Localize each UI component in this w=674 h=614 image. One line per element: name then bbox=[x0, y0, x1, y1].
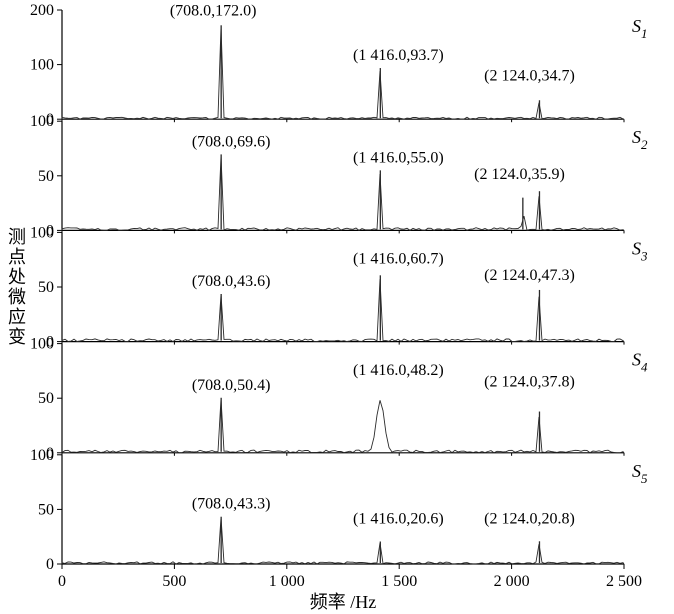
peak-label: (1 416.0,93.7) bbox=[353, 47, 444, 64]
xtick-label: 2 500 bbox=[606, 573, 642, 590]
panel-label: S5 bbox=[632, 461, 648, 486]
y-axis-label: 测点处微应变 bbox=[6, 227, 26, 347]
panel-S3: 050100(708.0,43.6)(1 416.0,60.7)(2 124.0… bbox=[30, 224, 648, 350]
xtick-label: 500 bbox=[162, 573, 186, 590]
peak-label: (708.0,69.6) bbox=[192, 133, 271, 150]
ytick-label: 50 bbox=[38, 279, 54, 296]
ytick-label: 50 bbox=[38, 501, 54, 518]
peak-label: (2 124.0,47.3) bbox=[484, 267, 575, 284]
panel-label-sub: 2 bbox=[641, 137, 648, 152]
peak-label: (1 416.0,55.0) bbox=[353, 149, 444, 166]
ytick-label: 100 bbox=[30, 57, 54, 74]
ytick-label: 100 bbox=[30, 113, 54, 130]
panel-S4: 050100(708.0,50.4)(1 416.0,48.2)(2 124.0… bbox=[30, 336, 648, 462]
peak-label: (1 416.0,60.7) bbox=[353, 250, 444, 267]
panel-label-sub: 1 bbox=[641, 26, 648, 41]
ytick-label: 0 bbox=[46, 556, 54, 573]
peak-label: (708.0,172.0) bbox=[170, 2, 257, 19]
panel-S2: 050100(708.0,69.6)(1 416.0,55.0)(2 124.0… bbox=[30, 113, 648, 239]
panel-label-sub: 3 bbox=[640, 248, 648, 263]
peak-label: (1 416.0,20.6) bbox=[353, 511, 444, 528]
xtick-label: 1 500 bbox=[381, 573, 417, 590]
peak-label: (2 124.0,37.8) bbox=[484, 374, 575, 391]
ytick-label: 100 bbox=[30, 336, 54, 353]
ytick-label: 200 bbox=[30, 2, 54, 19]
ytick-label: 100 bbox=[30, 224, 54, 241]
panel-label: S1 bbox=[632, 16, 648, 41]
peak-label: (2 124.0,34.7) bbox=[484, 67, 575, 84]
peak-label: (2 124.0,35.9) bbox=[474, 166, 565, 183]
panel-S5: 05010005001 0001 5002 0002 500频率 /Hz(708… bbox=[30, 447, 648, 612]
peak-label: (708.0,50.4) bbox=[192, 377, 271, 394]
figure-container: 0 100 200 (708.0,172.0) (1 416.0,93.7) (2 124… bbox=[0, 0, 674, 614]
panel-S1: 0100200(708.0,172.0)(1 416.0,93.7)(2 124… bbox=[30, 2, 648, 128]
xtick-label: 1 000 bbox=[269, 573, 305, 590]
panel-label: S3 bbox=[632, 238, 648, 263]
panel-label-sub: 5 bbox=[641, 471, 648, 486]
peak-label: (708.0,43.6) bbox=[192, 273, 271, 290]
ytick-label: 100 bbox=[30, 447, 54, 464]
ytick-label: 50 bbox=[38, 168, 54, 185]
panel-label-sub: 4 bbox=[641, 360, 648, 375]
peak-label: (2 124.0,20.8) bbox=[484, 510, 575, 527]
x-axis-label: 频率 /Hz bbox=[310, 592, 377, 612]
peak-label: (708.0,43.3) bbox=[192, 496, 271, 513]
peak-label: (1 416.0,48.2) bbox=[353, 362, 444, 379]
xtick-label: 0 bbox=[58, 573, 66, 590]
spectrum-figure: 0 100 200 (708.0,172.0) (1 416.0,93.7) (2 124… bbox=[0, 0, 674, 614]
panel-label: S4 bbox=[632, 350, 648, 375]
xtick-label: 2 000 bbox=[494, 573, 530, 590]
ytick-label: 50 bbox=[38, 390, 54, 407]
panel-label: S2 bbox=[632, 127, 648, 152]
